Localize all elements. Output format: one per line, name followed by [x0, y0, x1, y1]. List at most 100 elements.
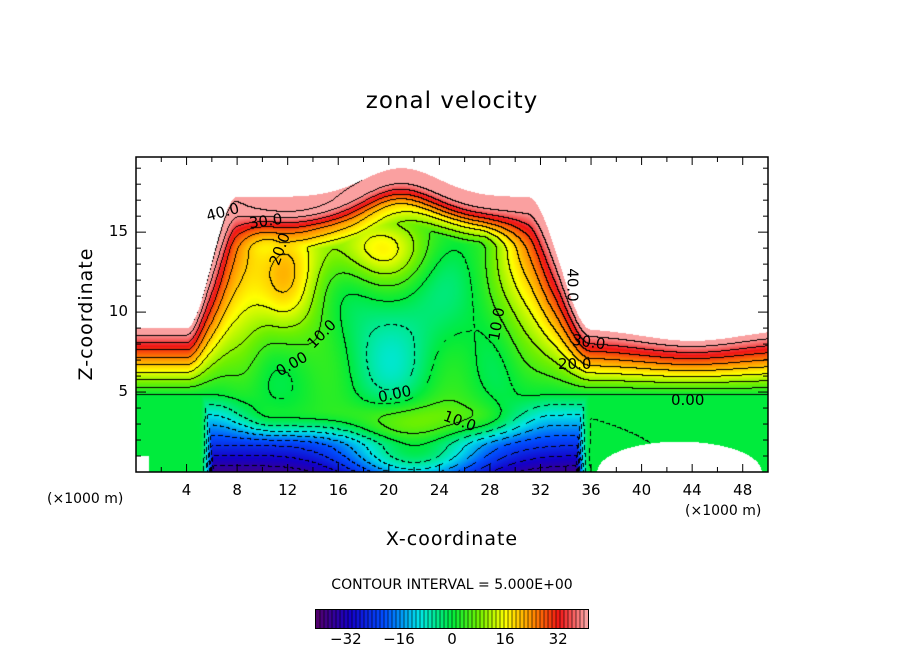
colorbar-swatch	[484, 610, 489, 628]
y-tick-label: 15	[108, 222, 128, 241]
plot-frame	[135, 156, 769, 473]
colorbar	[315, 609, 589, 629]
colorbar-swatch	[416, 610, 421, 628]
colorbar-swatch	[580, 610, 585, 628]
filled-contour-field	[136, 157, 768, 472]
colorbar-swatch	[376, 610, 381, 628]
colorbar-swatch	[536, 610, 541, 628]
colorbar-swatch	[380, 610, 385, 628]
colorbar-swatch	[440, 610, 445, 628]
colorbar-swatch	[560, 610, 565, 628]
colorbar-swatch	[556, 610, 561, 628]
colorbar-swatch	[516, 610, 521, 628]
colorbar-swatch	[472, 610, 477, 628]
colorbar-swatch	[320, 610, 325, 628]
colorbar-swatch	[412, 610, 417, 628]
y-tick-label: 10	[108, 302, 128, 321]
colorbar-swatch	[348, 610, 353, 628]
colorbar-swatch	[512, 610, 517, 628]
colorbar-swatch	[492, 610, 497, 628]
colorbar-swatch	[328, 610, 333, 628]
x-tick-label: 24	[429, 481, 449, 499]
contour-label: 40.0	[563, 268, 582, 302]
colorbar-swatch	[360, 610, 365, 628]
colorbar-swatch	[532, 610, 537, 628]
colorbar-swatch	[340, 610, 345, 628]
x-tick-label: 40	[632, 481, 652, 499]
colorbar-swatch	[572, 610, 577, 628]
colorbar-tick-label: 16	[495, 630, 515, 648]
colorbar-frame	[315, 609, 589, 629]
colorbar-swatch	[508, 610, 513, 628]
x-unit-left: (×1000 m)	[47, 491, 124, 507]
x-tick-label: 32	[530, 481, 551, 499]
chart-title: zonal velocity	[365, 88, 539, 114]
colorbar-swatch	[552, 610, 557, 628]
colorbar-swatch	[528, 610, 533, 628]
x-tick-label: 44	[682, 481, 702, 499]
colorbar-swatch	[400, 610, 405, 628]
x-unit-right: (×1000 m)	[685, 503, 762, 519]
x-tick-label: 20	[379, 481, 399, 499]
colorbar-swatch	[316, 610, 321, 628]
colorbar-swatch	[544, 610, 549, 628]
colorbar-swatch	[368, 610, 373, 628]
colorbar-swatch	[548, 610, 553, 628]
colorbar-swatch	[576, 610, 581, 628]
colorbar-swatch	[372, 610, 377, 628]
contour-label: 0.00	[671, 391, 705, 409]
x-tick-label: 16	[328, 481, 348, 499]
colorbar-swatch	[408, 610, 413, 628]
colorbar-swatch	[336, 610, 341, 628]
colorbar-swatch	[452, 610, 457, 628]
colorbar-swatch	[480, 610, 485, 628]
colorbar-swatch	[420, 610, 425, 628]
x-tick-label: 36	[581, 481, 601, 499]
colorbar-swatch	[456, 610, 461, 628]
colorbar-swatch	[564, 610, 569, 628]
colorbar-swatch	[504, 610, 509, 628]
colorbar-tick-label: 0	[447, 630, 457, 648]
colorbar-swatch	[460, 610, 465, 628]
colorbar-swatch	[568, 610, 573, 628]
colorbar-swatch	[404, 610, 409, 628]
colorbar-swatch	[436, 610, 441, 628]
colorbar-swatch	[392, 610, 397, 628]
colorbar-swatch	[464, 610, 469, 628]
colorbar-swatch	[488, 610, 493, 628]
colorbar-swatch	[344, 610, 349, 628]
colorbar-tick-label: 32	[548, 630, 568, 648]
colorbar-tick-label: −16	[383, 630, 415, 648]
colorbar-swatch	[444, 610, 449, 628]
colorbar-swatch	[432, 610, 437, 628]
contour-interval-label: CONTOUR INTERVAL = 5.000E+00	[331, 577, 573, 593]
colorbar-swatch	[332, 610, 337, 628]
colorbar-swatch	[396, 610, 401, 628]
colorbar-swatch	[524, 610, 529, 628]
colorbar-swatch	[352, 610, 357, 628]
colorbar-swatch	[384, 610, 389, 628]
colorbar-swatch	[424, 610, 429, 628]
colorbar-swatch	[388, 610, 393, 628]
colorbar-swatch	[496, 610, 501, 628]
colorbar-swatch	[520, 610, 525, 628]
x-tick-label: 48	[733, 481, 753, 499]
colorbar-swatch	[476, 610, 481, 628]
colorbar-swatch	[448, 610, 453, 628]
x-tick-label: 12	[278, 481, 298, 499]
colorbar-tick-label: −32	[330, 630, 362, 648]
y-tick-label: 5	[118, 382, 128, 401]
colorbar-swatch	[364, 610, 369, 628]
contour-label: 20.0	[558, 355, 592, 373]
x-tick-label: 8	[232, 481, 242, 499]
colorbar-swatch	[540, 610, 545, 628]
colorbar-swatch	[428, 610, 433, 628]
colorbar-swatch	[500, 610, 505, 628]
x-axis-label: X-coordinate	[385, 528, 519, 550]
colorbar-swatch	[324, 610, 329, 628]
x-tick-label: 28	[480, 481, 500, 499]
colorbar-swatch	[356, 610, 361, 628]
colorbar-swatch	[468, 610, 473, 628]
x-tick-label: 4	[181, 481, 192, 499]
